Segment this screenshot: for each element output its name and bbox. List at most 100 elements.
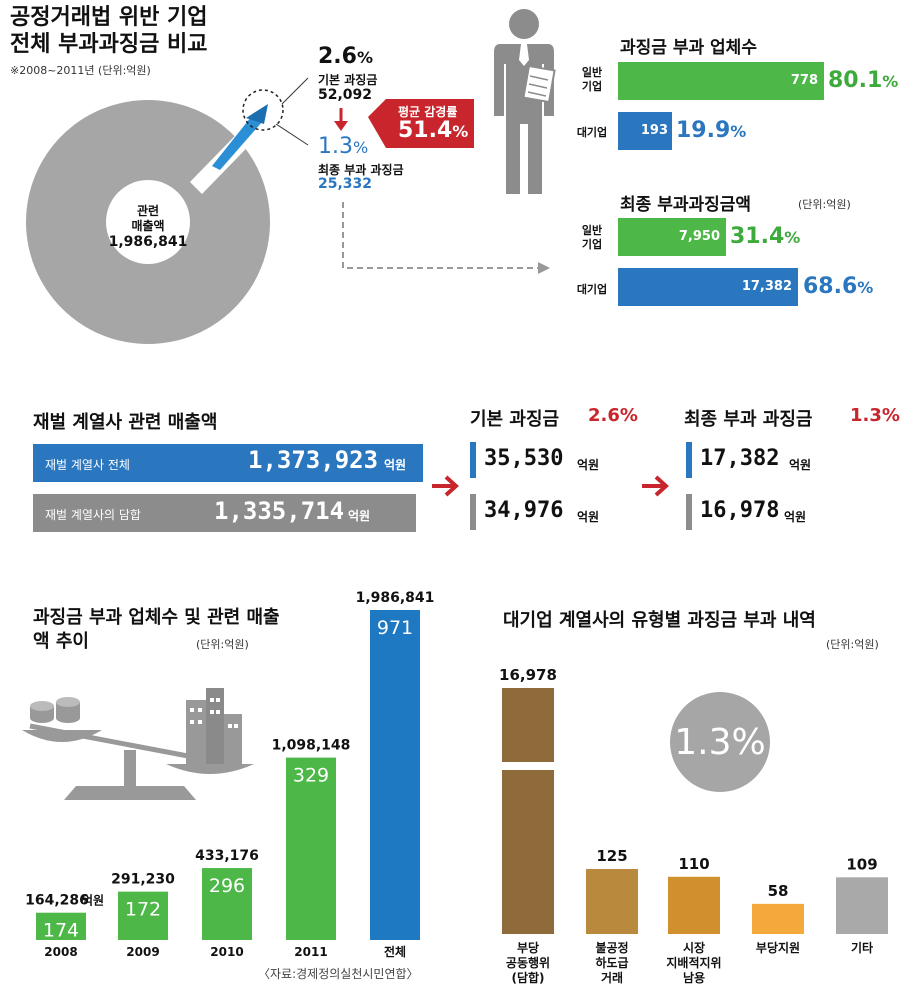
final-pct: 1.3% (318, 134, 369, 159)
type-bar-4 (836, 877, 888, 934)
donut-graphic (26, 77, 550, 344)
amount-bar-general-value: 7,950 (678, 229, 720, 244)
final-value-total: 17,382 (700, 446, 780, 471)
basic-pct: 2.6% (318, 44, 374, 69)
type-bar-break (500, 762, 556, 770)
avg-value: 51.4% (398, 118, 469, 143)
chaebol-total-unit: 억원 (384, 458, 407, 472)
donut-center-value: 1,986,841 (108, 234, 188, 250)
count-general-pct: 80.1% (828, 68, 899, 93)
trend-bar-2010 (202, 868, 252, 940)
amount-large-pct: 68.6% (803, 274, 874, 299)
final-value: 25,332 (318, 176, 373, 192)
type-xlabel-2-0: 시장 (683, 941, 705, 955)
count-row2-label: 대기업 (576, 126, 608, 139)
final-unit-collusion: 억원 (784, 510, 807, 524)
arrow-right-icon (642, 475, 669, 497)
balance-scale-icon (22, 688, 254, 800)
trend-count-2008: 174 (43, 920, 79, 942)
basic-value: 52,092 (318, 87, 373, 103)
type-xlabel-0-0: 부당 (517, 940, 539, 955)
trend-chart-source: 〈자료:경제정의실천시민연합〉 (258, 967, 419, 981)
trend-chart: 174 164,286 2008 172 291,230 2009 296 433,176 20… (25, 590, 435, 959)
trend-value-2010: 433,176 (195, 848, 259, 864)
trend-bar-2009 (118, 891, 168, 940)
amount-general-pct: 31.4% (730, 224, 801, 249)
amount-bar-large-value: 17,382 (741, 279, 792, 294)
count-bar-large (618, 112, 672, 150)
final-label: 최종 부과 과징금 (318, 163, 404, 177)
final-marker-blue (686, 442, 692, 478)
final-value-collusion: 16,978 (700, 498, 780, 523)
trend-bar-2008 (36, 912, 86, 940)
final-title-pct: 1.3% (850, 405, 900, 426)
section1-title-line2: 전체 부과과징금 비교 (10, 32, 208, 57)
trend-value-2011: 1,098,148 (272, 738, 351, 754)
final-title: 최종 부과 과징금 (684, 409, 813, 430)
amount-row2-label: 대기업 (576, 283, 608, 296)
trend-value-전체: 1,986,841 (356, 590, 435, 606)
type-value-3: 58 (768, 882, 789, 900)
type-xlabel-1-2: 거래 (601, 970, 623, 985)
trend-chart-title: 과징금 부과 업체수 및 관련 매출액 추이 (33, 607, 280, 652)
trend-xlabel-전체: 전체 (384, 944, 406, 959)
basic-title: 기본 과징금 (470, 409, 560, 430)
businessman-icon (494, 9, 556, 194)
type-bar-1 (586, 869, 638, 934)
chaebol-total-label: 재벌 계열사 전체 (45, 458, 130, 472)
type-xlabel-2-2: 남용 (683, 970, 705, 985)
trend-value-2009: 291,230 (111, 872, 175, 888)
amount-row1-label: 일반 기업 (581, 224, 603, 251)
trend-bar-전체 (370, 610, 420, 940)
basic-marker-gray (470, 494, 476, 530)
chaebol-title: 재벌 계열사 관련 매출액 (33, 412, 218, 433)
trend-count-2009: 172 (125, 899, 161, 921)
basic-marker-blue (470, 442, 476, 478)
amount-bar-general (618, 218, 726, 256)
chaebol-total-value: 1,373,923 (248, 446, 379, 474)
amount-unit: (단위:억원) (798, 198, 851, 211)
basic-value-total: 35,530 (484, 446, 564, 471)
count-title: 과징금 부과 업체수 (620, 38, 757, 58)
basic-unit-total: 억원 (577, 458, 600, 472)
count-bar-general-value: 778 (790, 73, 818, 88)
count-row1-label: 일반 기업 (581, 66, 603, 93)
chaebol-collusion-bar (33, 494, 416, 532)
type-value-4: 109 (846, 855, 877, 873)
percent-badge-text: 1.3% (674, 722, 766, 763)
donut-center-label2: 매출액 (131, 219, 165, 233)
final-marker-gray (686, 494, 692, 530)
chaebol-collusion-label: 재벌 계열사의 담합 (45, 508, 141, 522)
type-xlabel-0-1: 공동행위 (506, 955, 550, 970)
trend-xlabel-2011: 2011 (294, 945, 327, 959)
final-unit-total: 억원 (789, 458, 812, 472)
type-xlabel-2-1: 지배적지위 (666, 955, 721, 970)
trend-first-unit: 억원 (82, 894, 104, 908)
type-bar-2 (668, 876, 720, 934)
count-large-pct: 19.9% (676, 118, 747, 143)
chaebol-collusion-unit: 억원 (348, 509, 371, 523)
section1-subtitle: ※2008~2011년 (단위:억원) (10, 64, 151, 77)
donut-center-label: 관련 (136, 204, 160, 218)
amount-title: 최종 부과과징금액 (620, 195, 752, 215)
section1-title-line1: 공정거래법 위반 기업 (10, 5, 208, 30)
type-chart-unit: (단위:억원) (826, 638, 879, 651)
type-value-0: 16,978 (499, 666, 557, 684)
chaebol-total-bar (33, 444, 423, 482)
trend-count-전체: 971 (377, 617, 413, 639)
type-value-2: 110 (678, 855, 709, 873)
type-bar-3 (752, 903, 804, 934)
type-xlabel-4-0: 기타 (851, 940, 873, 955)
trend-xlabel-2008: 2008 (44, 945, 77, 959)
type-bar-0 (502, 688, 554, 934)
type-chart-title: 대기업 계열사의 유형별 과징금 부과 내역 (503, 610, 816, 631)
type-xlabel-3-0: 부당지원 (756, 940, 800, 955)
basic-value-collusion: 34,976 (484, 498, 564, 523)
type-xlabel-1-1: 하도급 (595, 955, 628, 970)
amount-bar-large (618, 268, 798, 306)
avg-label: 평균 감경률 (398, 105, 458, 119)
trend-bar-2011 (286, 757, 336, 940)
trend-count-2010: 296 (209, 875, 245, 897)
count-bar-general (618, 62, 824, 100)
